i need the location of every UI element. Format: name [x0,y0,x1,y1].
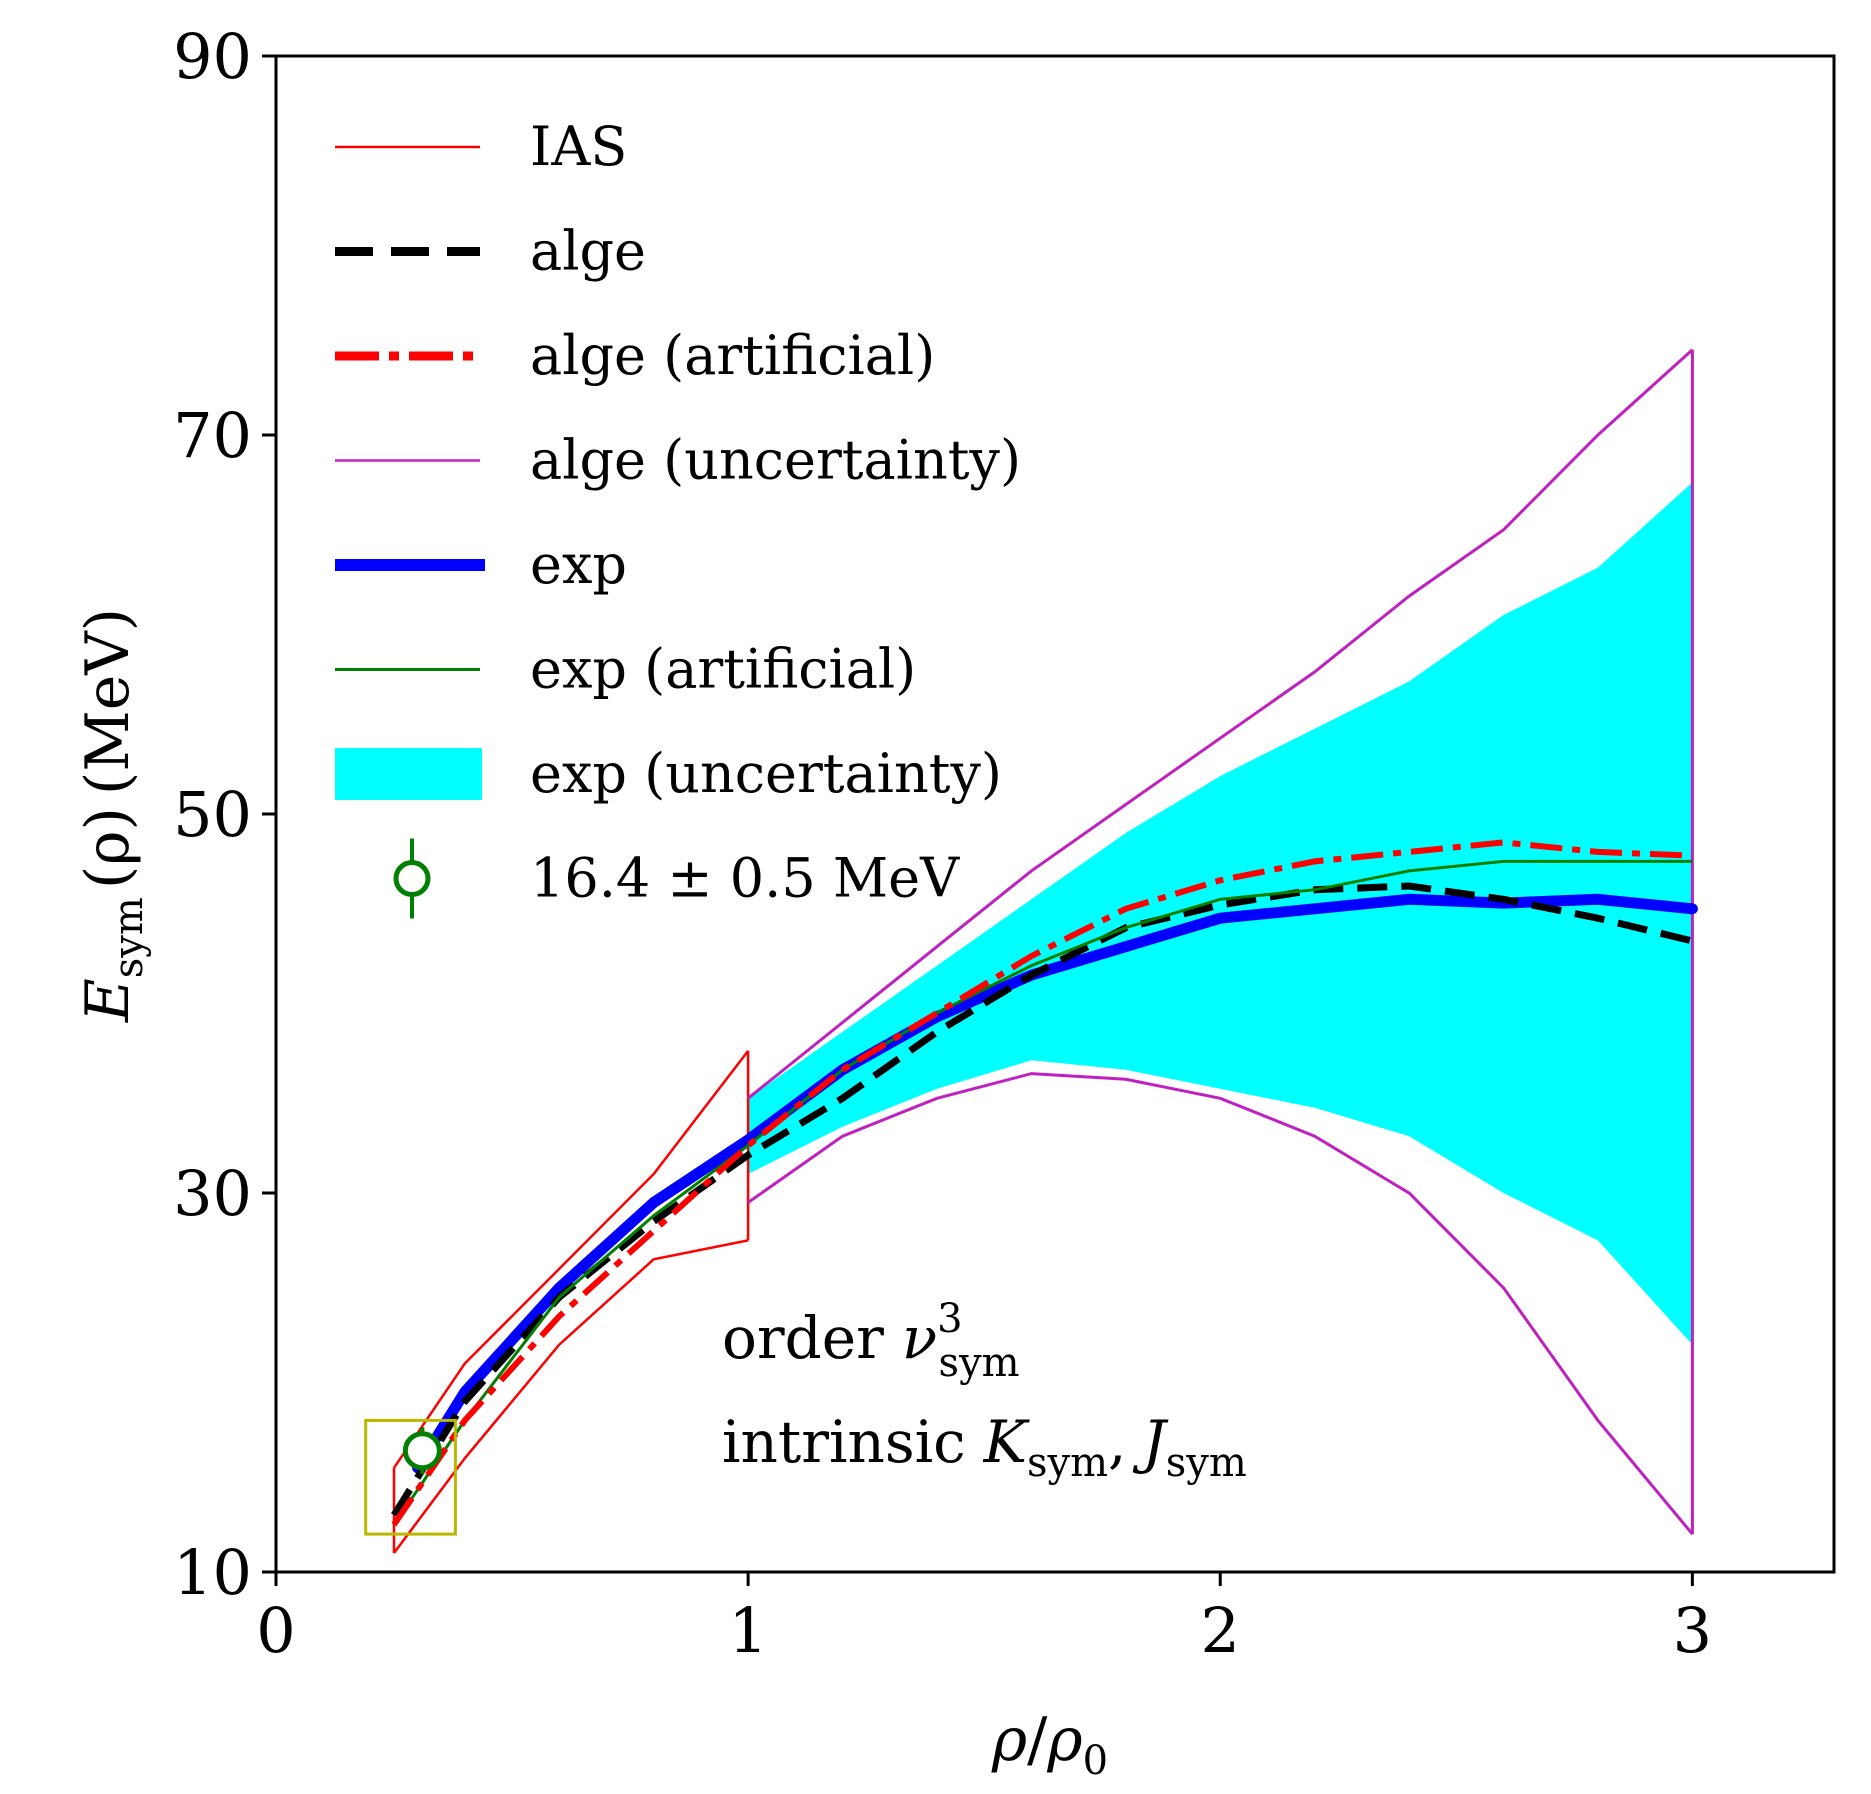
legend-item: exp (artificial) [335,638,916,701]
x-axis-rho0: ρ [1046,1705,1082,1775]
annotation-order: order [722,1304,884,1372]
annotation-j-sub: sym [1166,1440,1247,1486]
x-axis-sep: / [1027,1705,1048,1775]
annotation-nu-sub: sym [939,1340,1020,1386]
legend-label: IAS [530,115,627,178]
legend-label: alge [530,220,646,283]
empirical-point [402,1431,442,1471]
annotation-k-sub: sym [1027,1440,1108,1486]
y-axis-e: E [73,978,143,1023]
annotation-line-2: intrinsic Ksym, Jsym [722,1408,1247,1486]
annotation-nu: ν [902,1304,937,1372]
x-tick-label: 2 [1201,1594,1240,1667]
legend-item: IAS [335,115,627,178]
legend-item: exp [335,533,627,596]
legend-label: exp [530,533,627,596]
legend-item: alge (uncertainty) [335,429,1021,492]
x-tick-label: 0 [256,1594,295,1667]
y-axis-arg: (ρ) [73,807,143,889]
highlight-box [364,1418,457,1536]
legend-item: alge (artificial) [335,324,935,387]
legend-item: exp (uncertainty) [335,742,1002,805]
plot-area [364,348,1698,1554]
legend-label: 16.4 ± 0.5 MeV [530,847,960,910]
legend-swatch-point [393,860,431,897]
y-tick-label: 10 [173,1536,252,1609]
y-tick-label: 50 [173,778,252,851]
ticks: 0 1 2 3 10 30 50 70 90 [173,20,1712,1667]
annotation: order ν3 sym intrinsic Ksym, Jsym [722,1296,1247,1486]
x-axis-rho: ρ [991,1705,1027,1775]
legend-label: exp (artificial) [530,638,916,701]
legend-item: 16.4 ± 0.5 MeV [393,838,960,919]
exp-artificial-line [392,859,1693,1526]
legend-swatch-exp-uncertainty [335,748,482,800]
annotation-intrinsic: intrinsic [722,1408,966,1476]
y-tick-label: 30 [173,1157,252,1230]
ias-upper-line [392,1050,750,1469]
ias-lower-line [392,1239,749,1554]
alge-uncertainty-lower [747,1072,1694,1536]
legend-item: alge [335,220,646,283]
legend-label: exp (uncertainty) [530,742,1002,805]
x-axis-title: ρ/ρ0 [991,1705,1108,1784]
x-axis-sub: 0 [1083,1738,1108,1784]
y-axis-unit: (MeV) [73,608,143,795]
alge-artificial-line [391,839,1693,1527]
y-axis-sub: sym [106,897,152,978]
y-tick-label: 70 [173,399,252,472]
x-tick-label: 1 [728,1594,767,1667]
alge-uncertainty-upper [747,348,1694,1100]
annotation-comma: , [1108,1408,1126,1476]
annotation-nu-sup: 3 [937,1296,962,1342]
annotation-j: J [1132,1408,1168,1476]
annotation-k: K [983,1408,1031,1476]
y-axis-title: Esym (ρ) (MeV) [73,608,152,1023]
legend-label: alge (artificial) [530,324,935,387]
legend-label: alge (uncertainty) [530,429,1021,492]
y-tick-label: 90 [173,20,252,93]
legend: IAS alge alge (artificial) alge (uncertaint… [335,115,1021,919]
annotation-line-1: order ν3 sym [722,1296,1020,1386]
x-tick-label: 3 [1673,1594,1712,1667]
